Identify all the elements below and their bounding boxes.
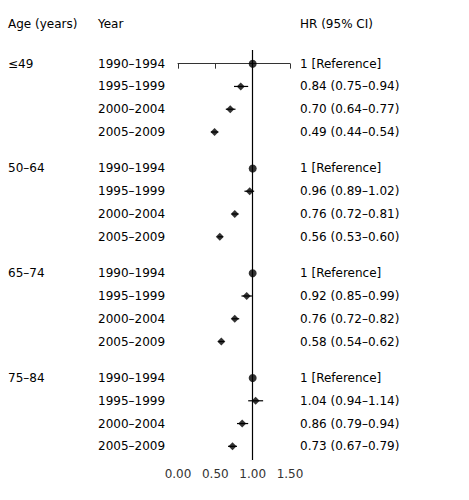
svg-text:0.73 (0.67–0.79): 0.73 (0.67–0.79) [300, 439, 399, 453]
svg-text:1.50: 1.50 [277, 467, 304, 481]
svg-text:1.00: 1.00 [239, 467, 266, 481]
svg-text:1 [Reference]: 1 [Reference] [300, 161, 381, 175]
svg-text:2000–2004: 2000–2004 [98, 207, 165, 221]
svg-text:0.00: 0.00 [165, 467, 192, 481]
svg-text:≤49: ≤49 [8, 57, 33, 71]
svg-text:0.84 (0.75–0.94): 0.84 (0.75–0.94) [300, 79, 399, 93]
svg-text:1.04 (0.94–1.14): 1.04 (0.94–1.14) [300, 394, 399, 408]
svg-text:1990–1994: 1990–1994 [98, 266, 165, 280]
svg-text:0.92 (0.85–0.99): 0.92 (0.85–0.99) [300, 289, 399, 303]
svg-text:Age (years): Age (years) [8, 17, 77, 31]
svg-text:2000–2004: 2000–2004 [98, 417, 165, 431]
svg-text:1990–1994: 1990–1994 [98, 57, 165, 71]
svg-text:2005–2009: 2005–2009 [98, 335, 165, 349]
svg-text:1 [Reference]: 1 [Reference] [300, 57, 381, 71]
svg-text:1995–1999: 1995–1999 [98, 184, 165, 198]
svg-text:75–84: 75–84 [8, 371, 45, 385]
svg-text:Year: Year [97, 17, 123, 31]
svg-text:2000–2004: 2000–2004 [98, 312, 165, 326]
svg-text:1990–1994: 1990–1994 [98, 161, 165, 175]
svg-text:0.86 (0.79–0.94): 0.86 (0.79–0.94) [300, 417, 399, 431]
svg-text:50–64: 50–64 [8, 161, 45, 175]
svg-text:0.56 (0.53–0.60): 0.56 (0.53–0.60) [300, 230, 399, 244]
svg-text:0.70 (0.64–0.77): 0.70 (0.64–0.77) [300, 102, 399, 116]
svg-text:65–74: 65–74 [8, 266, 45, 280]
svg-text:2005–2009: 2005–2009 [98, 125, 165, 139]
svg-text:1 [Reference]: 1 [Reference] [300, 266, 381, 280]
svg-text:0.49 (0.44–0.54): 0.49 (0.44–0.54) [300, 125, 399, 139]
svg-text:2005–2009: 2005–2009 [98, 230, 165, 244]
svg-text:2000–2004: 2000–2004 [98, 102, 165, 116]
svg-text:0.50: 0.50 [202, 467, 229, 481]
svg-text:0.76 (0.72–0.81): 0.76 (0.72–0.81) [300, 207, 399, 221]
svg-text:1995–1999: 1995–1999 [98, 79, 165, 93]
svg-text:1995–1999: 1995–1999 [98, 394, 165, 408]
svg-text:1990–1994: 1990–1994 [98, 371, 165, 385]
svg-text:1995–1999: 1995–1999 [98, 289, 165, 303]
svg-text:0.76 (0.72–0.82): 0.76 (0.72–0.82) [300, 312, 399, 326]
svg-text:2005–2009: 2005–2009 [98, 439, 165, 453]
svg-text:0.96 (0.89–1.02): 0.96 (0.89–1.02) [300, 184, 399, 198]
svg-text:0.58 (0.54–0.62): 0.58 (0.54–0.62) [300, 335, 399, 349]
svg-text:HR (95% CI): HR (95% CI) [300, 17, 373, 31]
svg-text:1 [Reference]: 1 [Reference] [300, 371, 381, 385]
